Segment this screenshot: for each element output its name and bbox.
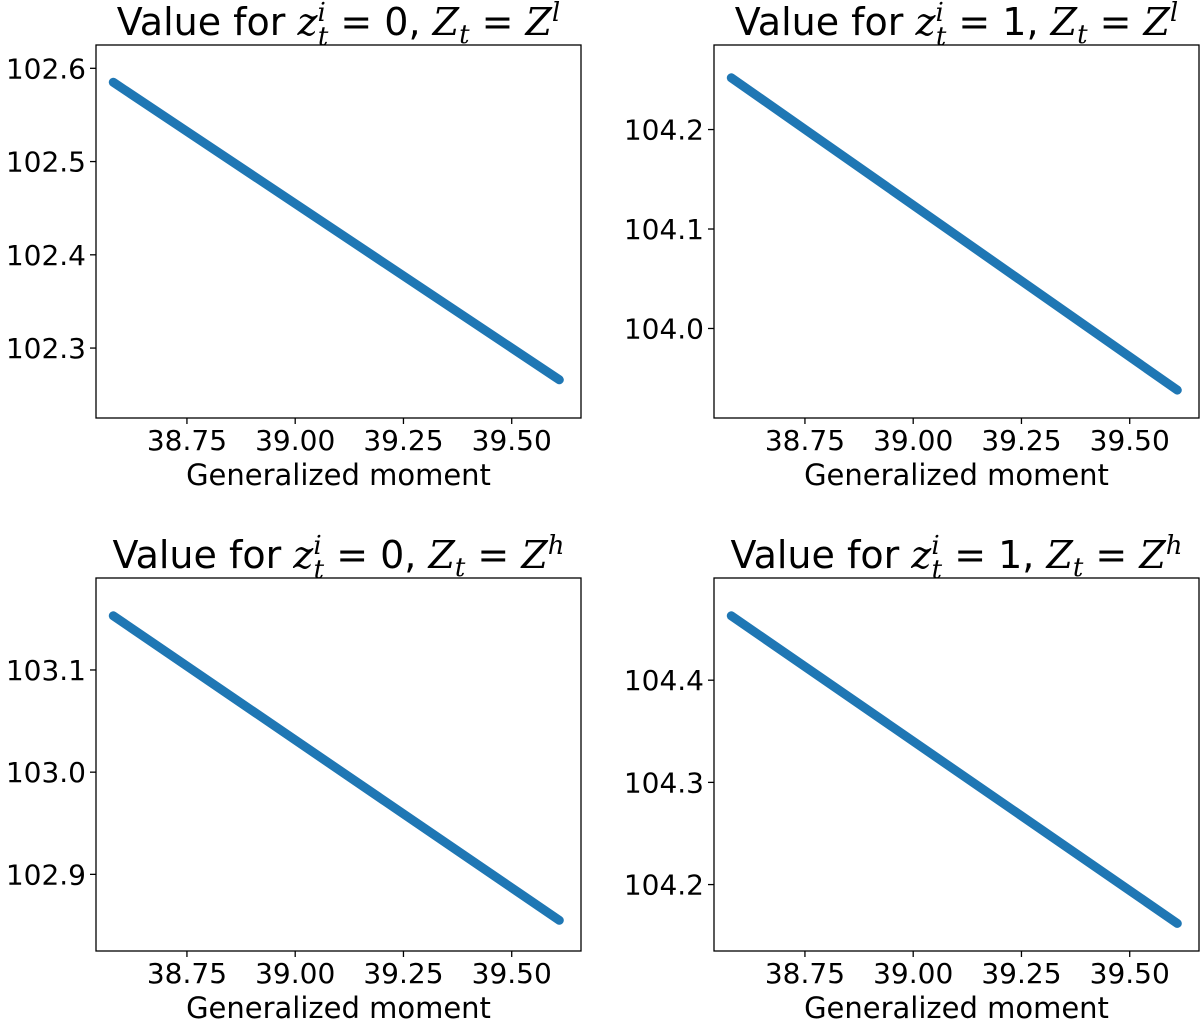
y-tick-label: 102.3 <box>6 332 86 365</box>
x-tick-label: 38.75 <box>147 424 227 457</box>
x-tick-label: 39.25 <box>363 424 443 457</box>
y-tick-label: 102.9 <box>6 858 86 891</box>
x-tick-label: 39.00 <box>873 957 953 990</box>
x-tick-label: 39.50 <box>472 424 552 457</box>
series-line-1 <box>726 73 1182 395</box>
subplot-title: Value for zi t = 0, Zt = Zl <box>117 0 561 52</box>
subplot-title: Value for zi t = 1, Zt = Zh <box>731 531 1183 585</box>
x-tick-label: 39.00 <box>255 957 335 990</box>
x-tick-label: 39.25 <box>363 957 443 990</box>
series-line-1 <box>108 611 564 925</box>
y-tick-label: 102.5 <box>6 146 86 179</box>
x-axis-label: Generalized moment <box>186 991 491 1020</box>
x-tick-label: 38.75 <box>765 957 845 990</box>
series-line-1 <box>726 611 1182 928</box>
y-tick-label: 104.3 <box>624 766 704 799</box>
series-line-1 <box>108 77 564 385</box>
axes-frame <box>95 577 582 952</box>
y-tick-label: 104.0 <box>624 312 704 345</box>
y-tick-label: 102.4 <box>6 239 86 272</box>
x-tick-label: 39.00 <box>255 424 335 457</box>
subplot-1: 38.75 39.00 39.25 39.50 102.3 102.4 102.5 102.6… <box>6 0 582 492</box>
x-tick-label: 39.50 <box>472 957 552 990</box>
axes-frame <box>713 44 1200 419</box>
y-tick-label: 103.0 <box>6 756 86 789</box>
x-tick-label: 39.00 <box>873 424 953 457</box>
x-tick-label: 39.25 <box>981 424 1061 457</box>
axes-frame <box>95 44 582 419</box>
subplot-3: 38.75 39.00 39.25 39.50 102.9 103.0 103.1 Gener… <box>6 531 582 1020</box>
subplot-title: Value for zi t = 1, Zt = Zl <box>735 0 1179 52</box>
x-tick-label: 39.25 <box>981 957 1061 990</box>
subplot-2: 38.75 39.00 39.25 39.50 104.0 104.1 104.2 Gener… <box>624 0 1200 492</box>
subplot-title: Value for zi t = 0, Zt = Zh <box>113 531 565 585</box>
y-tick-label: 104.2 <box>624 869 704 902</box>
y-tick-label: 104.1 <box>624 213 704 246</box>
x-tick-label: 38.75 <box>147 957 227 990</box>
y-tick-label: 103.1 <box>6 654 86 687</box>
y-tick-label: 104.4 <box>624 664 704 697</box>
y-tick-label: 102.6 <box>6 52 86 85</box>
x-axis-label: Generalized moment <box>804 991 1109 1020</box>
axes-frame <box>713 577 1200 952</box>
y-tick-label: 104.2 <box>624 114 704 147</box>
subplot-4: 38.75 39.00 39.25 39.50 104.2 104.3 104.4 Gener… <box>624 531 1200 1020</box>
x-axis-label: Generalized moment <box>186 458 491 492</box>
x-tick-label: 39.50 <box>1090 424 1170 457</box>
x-tick-label: 38.75 <box>765 424 845 457</box>
x-axis-label: Generalized moment <box>804 458 1109 492</box>
x-tick-label: 39.50 <box>1090 957 1170 990</box>
